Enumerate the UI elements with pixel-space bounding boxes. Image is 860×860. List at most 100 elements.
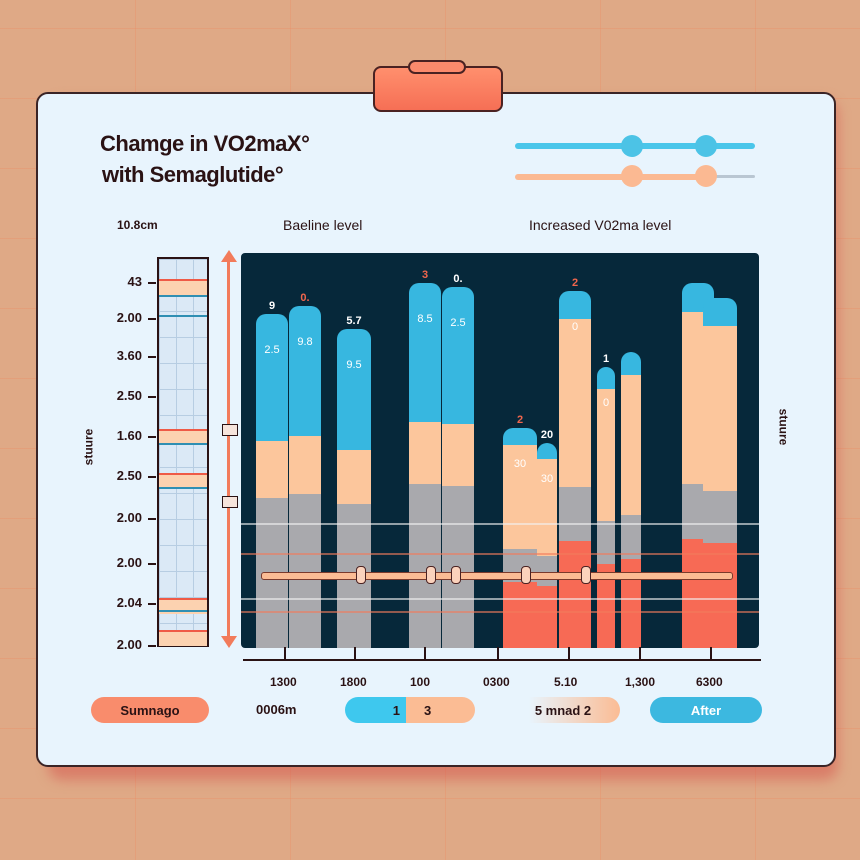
bar-segment-blue [597,366,615,390]
axis-break-marker[interactable] [222,496,238,508]
bar-top-label: 3 [421,269,429,282]
bar-segment-gray [256,497,288,548]
mini-band [159,473,207,489]
bar-segment-gray [289,494,321,546]
mini-blue-line [159,487,207,489]
bar-segment-gray [703,490,737,544]
bar-segment-peach [337,450,371,505]
range-slider-handle[interactable] [521,566,531,584]
x-tick-label: 100 [410,675,431,689]
orange-slider-knob-1[interactable] [621,165,643,187]
mid-range-pill[interactable]: 5 mnad 2 [506,697,620,723]
bar-segment-peach [559,319,591,488]
bar-segment-blue [256,313,288,441]
bar-top-label: 20 [540,428,554,441]
x-tick-mark [568,647,570,661]
increased-group-label: Increased V02ma level [529,217,672,233]
x-tick-label: 5.10 [554,675,578,689]
toggle-option-2[interactable]: 3 [406,697,475,723]
x-axis-line [243,659,761,661]
y-tick-label: 2.00 [92,637,156,652]
bar[interactable] [703,298,737,648]
x-tick-mark [354,647,356,661]
orange-slider-knob-2[interactable] [695,165,717,187]
footer-unit-text: 0006m [256,702,297,717]
title-line-2: with Semaglutide° [102,162,284,187]
bar-segment-peach [289,435,321,495]
bar[interactable] [621,351,641,648]
y-tick-label: 2.00 [92,510,156,525]
orange-slider-track[interactable] [515,174,715,180]
summary-button[interactable]: Sumnago [91,697,209,723]
bar[interactable] [597,366,615,648]
bar[interactable] [409,283,441,648]
range-slider-handle[interactable] [451,566,461,584]
orange-slider-rest [715,175,755,178]
bar-segment-coral [337,552,371,648]
bar-inner-label: 2.5 [450,317,466,329]
range-slider-handle[interactable] [426,566,436,584]
mini-strip [157,257,209,647]
bar-segment-gray [442,485,474,540]
y-tick-label: 2.04 [92,595,156,610]
blue-slider-knob-2[interactable] [695,135,717,157]
bar[interactable] [256,313,288,648]
bar-segment-blue [503,427,537,446]
bar[interactable] [337,328,371,648]
range-slider-handle[interactable] [356,566,366,584]
bar-segment-peach [503,445,537,549]
bar[interactable] [537,442,557,648]
x-tick-label: 1300 [270,675,297,689]
arrow-up-icon [221,250,237,262]
x-tick-label: 0300 [483,675,510,689]
bar-segment-blue [289,306,321,436]
bar-segment-blue [703,298,737,327]
mini-blue-line [159,443,207,445]
bar-segment-coral [289,545,321,648]
toggle-group[interactable]: 1 3 [345,697,475,723]
bar-inner-label: 30 [513,457,527,470]
bar-segment-coral [597,563,615,648]
bar[interactable] [289,306,321,648]
x-tick-mark [639,647,641,661]
toggle-option-1[interactable]: 1 [345,697,406,723]
reference-line [241,598,759,600]
bar-segment-blue [409,283,441,422]
bar-segment-coral [703,543,737,648]
bar-segment-blue [337,328,371,451]
mini-blue-line [159,315,207,317]
clipboard-clip-top [408,60,466,74]
x-tick-mark [497,647,499,661]
bar-segment-gray [559,487,591,541]
baseline-group-label: Baeline level [283,217,363,233]
bar-top-label: 5.7 [346,314,362,327]
bar-top-label: 2 [571,276,579,289]
bar-segment-gray [597,521,615,564]
y-tick-label: 3.60 [92,348,156,363]
bar-top-label: 1 [602,352,610,365]
bar[interactable] [442,287,474,648]
blue-slider-knob-1[interactable] [621,135,643,157]
arrow-down-icon [221,636,237,648]
bar-top-label: 9 [268,299,276,312]
y-tick-label: 2.00 [92,310,156,325]
bar-segment-blue [537,442,557,460]
axis-break-marker[interactable] [222,424,238,436]
bar-segment-peach [537,459,557,556]
range-slider-track[interactable] [261,572,733,580]
y-tick-label: 2.50 [92,388,156,403]
bar-segment-blue [442,287,474,425]
range-slider-handle[interactable] [581,566,591,584]
y-tick-label: 1.60 [92,428,156,443]
bar-segment-peach [442,424,474,486]
bar-segment-coral [409,538,441,648]
x-tick-label: 1,300 [625,675,656,689]
bar-segment-peach [597,389,615,522]
bar-segment-coral [442,539,474,648]
bar[interactable] [559,290,591,648]
after-button[interactable]: After [650,697,762,723]
reference-line [241,553,759,555]
unit-label: 10.8cm [117,218,158,232]
mini-band [159,630,207,646]
chart-title: Chamge in VO2maX° with Semaglutide° [100,128,310,190]
